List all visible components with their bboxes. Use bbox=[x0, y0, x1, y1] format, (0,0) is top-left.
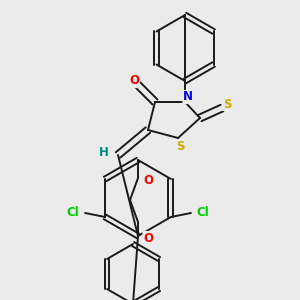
Text: N: N bbox=[183, 91, 193, 103]
Text: Cl: Cl bbox=[67, 206, 80, 220]
Text: Cl: Cl bbox=[196, 206, 209, 220]
Text: H: H bbox=[99, 146, 109, 158]
Text: S: S bbox=[176, 140, 184, 154]
Text: O: O bbox=[129, 74, 139, 88]
Text: O: O bbox=[143, 173, 153, 187]
Text: O: O bbox=[143, 232, 153, 244]
Text: S: S bbox=[223, 98, 231, 110]
